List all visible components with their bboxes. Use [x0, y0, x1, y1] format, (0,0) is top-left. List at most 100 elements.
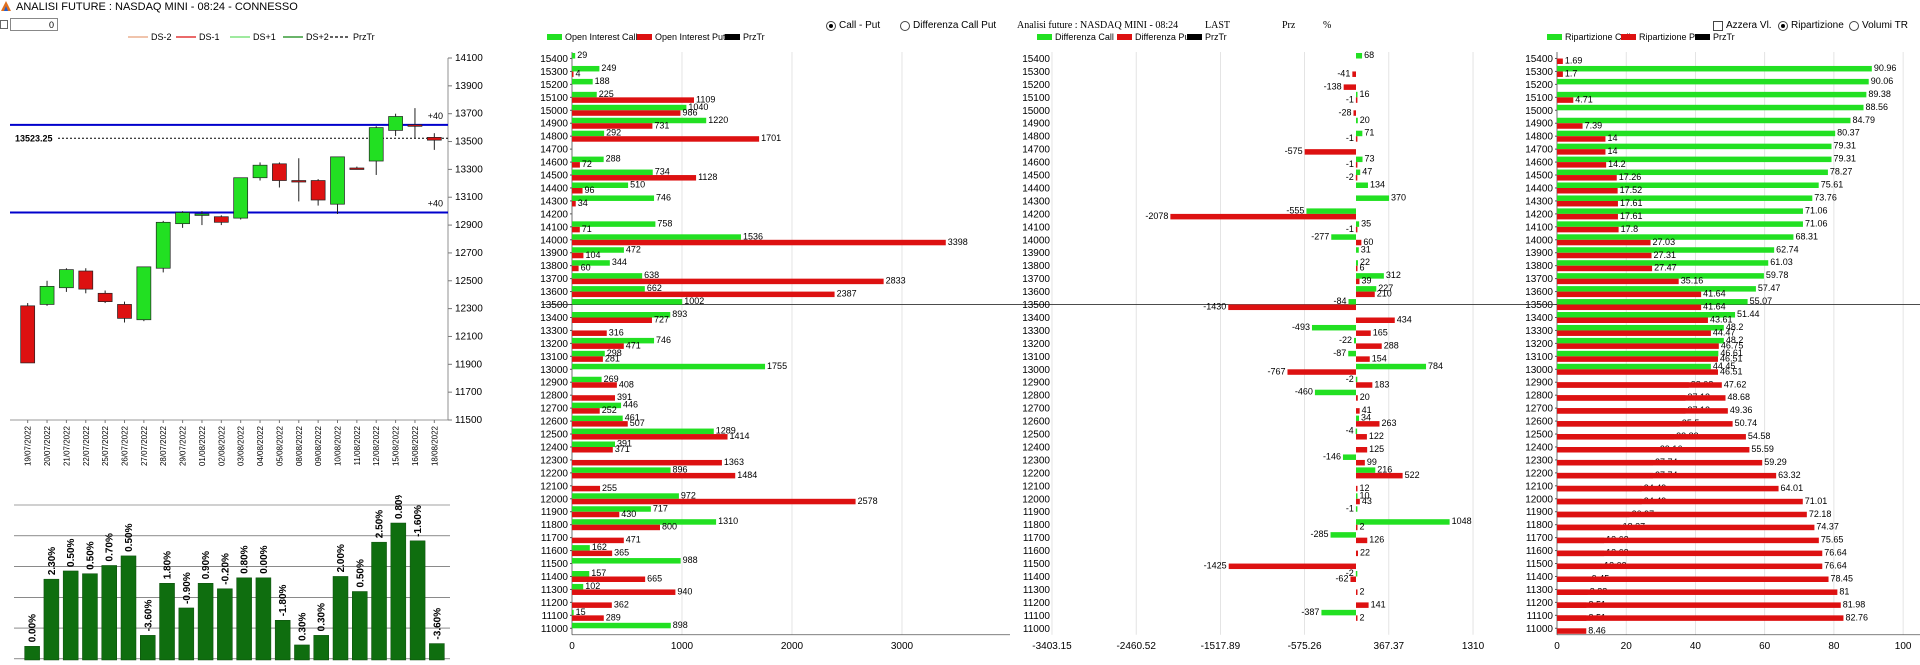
candle-body — [310, 180, 326, 201]
oi-put-bar — [572, 343, 624, 349]
legend-label: Open Interest Call — [565, 32, 638, 42]
rip-put-bar — [1557, 123, 1583, 129]
rip-call-bar — [1557, 117, 1851, 124]
rip-call-label: 75.61 — [1821, 180, 1844, 190]
candle-legend-label: PrzTr — [353, 32, 375, 42]
rip-put2-bar — [1557, 447, 1750, 453]
diff-put-label: 2 — [1360, 522, 1365, 532]
oi-put-bar — [572, 395, 616, 401]
diff-put-bar — [1356, 434, 1367, 440]
diff-put-bar — [1356, 459, 1365, 466]
returns-label: 0.30% — [297, 612, 308, 640]
strike-label: 15000 — [540, 106, 568, 117]
rip-put-label: 7.39 — [1585, 120, 1603, 130]
rip-call-label: 90.96 — [1874, 63, 1897, 73]
rip-put-bar — [1557, 252, 1652, 259]
oi-call-label: 988 — [683, 555, 698, 565]
toggle-checkbox[interactable] — [0, 20, 8, 29]
window-title-bar: ANALISI FUTURE : NASDAQ MINI - 08:24 - C… — [0, 0, 298, 14]
oi-put-bar — [572, 278, 884, 285]
rip-call-label: 71.06 — [1805, 205, 1828, 215]
rip-put2-bar — [1557, 408, 1728, 414]
candle-date-label: 26/07/2022 — [121, 425, 130, 466]
strike-label: 13000 — [1525, 365, 1553, 376]
strike-label: 11300 — [1023, 585, 1051, 596]
azzera-checkbox[interactable]: Azzera Vl. — [1713, 20, 1772, 31]
oi-call-bar — [572, 247, 624, 253]
diff-put-label: -1 — [1346, 94, 1354, 104]
radio-volumi-tr[interactable]: Volumi TR — [1849, 20, 1908, 31]
strike-label: 14700 — [1525, 145, 1553, 156]
strike-label: 15200 — [1525, 80, 1553, 91]
diff-put-bar — [1356, 615, 1358, 621]
candle-y-tick-label: 14100 — [455, 53, 483, 64]
diff-call-bar — [1314, 389, 1356, 396]
x-tick-label: -3403.15 — [1032, 641, 1072, 652]
candle-y-tick-label: 13900 — [455, 81, 483, 92]
radio-call-put[interactable]: Call - Put — [826, 20, 880, 31]
radio-diff-call-put-dot[interactable] — [900, 20, 910, 31]
returns-bar — [255, 577, 272, 661]
strike-label: 14700 — [1022, 145, 1050, 156]
strike-label: 12900 — [540, 378, 568, 389]
app-logo-icon — [1, 1, 11, 11]
diff-put-label: 12 — [1360, 483, 1370, 493]
rip-put2-label: 75.65 — [1821, 535, 1844, 545]
rip-put2-bar — [1557, 434, 1746, 440]
radio-call-put-dot[interactable] — [826, 20, 836, 31]
oi-call-label: 269 — [604, 374, 619, 384]
rip-put2-label: 82.76 — [1845, 612, 1868, 622]
oi-put-bar — [572, 330, 607, 336]
rip-call-bar — [1557, 350, 1719, 357]
oi-put-label: 96 — [585, 185, 595, 195]
radio-ripartizione[interactable]: Ripartizione — [1778, 20, 1844, 31]
oi-put-bar — [572, 602, 612, 608]
diff-call-bar — [1356, 169, 1361, 176]
diff-call-label: 227 — [1378, 283, 1393, 293]
oi-call-bar — [572, 506, 651, 512]
diff-put-bar — [1356, 265, 1358, 272]
diff-put-bar — [1356, 317, 1395, 323]
legend-label: PrzTr — [1713, 32, 1735, 42]
rip-put2-label: 71.01 — [1805, 496, 1828, 506]
oi-put-bar — [572, 110, 681, 116]
candle-legend-label: DS+2 — [306, 32, 329, 42]
rip-put-label: 46.51 — [1720, 353, 1743, 363]
diff-put-label: -62 — [1335, 574, 1348, 584]
oi-put-bar — [572, 589, 676, 595]
rip-put2-label: 50.74 — [1735, 418, 1758, 428]
strike-label: 12400 — [540, 442, 568, 453]
strike-label: 13900 — [1525, 248, 1553, 259]
oi-call-label: 638 — [644, 270, 659, 280]
oi-put-label: 316 — [609, 327, 624, 337]
diff-call-label: 71 — [1364, 128, 1374, 138]
rip-put2-label: 72.18 — [1809, 509, 1832, 519]
diff-put-label: -1 — [1346, 159, 1354, 169]
oi-call-bar — [572, 493, 679, 499]
diff-put-bar — [1355, 97, 1358, 103]
radio-diff-call-put[interactable]: Differenza Call Put — [900, 20, 996, 31]
diff-call-bar — [1348, 350, 1356, 357]
oi-put-bar — [572, 356, 603, 362]
strike-label: 14100 — [1022, 222, 1050, 233]
oi-call-bar — [572, 299, 683, 305]
oi-put-bar — [572, 188, 583, 194]
returns-label: 2.00% — [336, 544, 347, 572]
candle-body — [426, 137, 442, 141]
oi-call-bar — [572, 53, 576, 59]
diff-put-label: -575 — [1285, 146, 1303, 156]
azzera-checkbox-box[interactable] — [1713, 20, 1723, 31]
candle-body — [97, 292, 113, 303]
diff-put-bar — [1356, 485, 1358, 492]
radio-volumi-tr-dot[interactable] — [1849, 20, 1859, 31]
strike-label: 12000 — [1525, 494, 1553, 505]
oi-call-bar — [572, 376, 602, 383]
legend-label: Differenza Put — [1135, 32, 1192, 42]
diff-put-bar — [1356, 330, 1371, 336]
offset-input[interactable] — [10, 18, 58, 31]
diff-put-label: 154 — [1372, 353, 1387, 363]
radio-ripartizione-dot[interactable] — [1778, 20, 1788, 31]
oi-call-bar — [572, 622, 671, 629]
rip-call-label: 68.31 — [1795, 231, 1818, 241]
oi-put-bar — [572, 498, 856, 505]
